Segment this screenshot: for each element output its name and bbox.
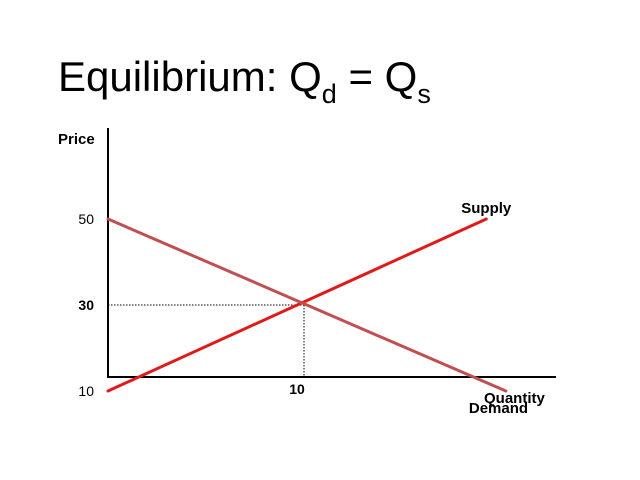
y-tick-label-50: 50 (78, 211, 94, 227)
title-subscript-s: s (417, 79, 431, 109)
y-axis-label: Price (58, 131, 95, 148)
title-mid: = Q (336, 53, 418, 100)
x-tick-label-10: 10 (289, 381, 305, 397)
title-subscript-d: d (321, 79, 337, 109)
y-tick-label-30: 30 (78, 297, 94, 313)
x-axis-label: Quantity (484, 390, 545, 407)
supply-label: Supply (461, 200, 512, 217)
title-main: Equilibrium: Q (58, 53, 322, 100)
slide-title: Equilibrium: Qd = Qs (58, 53, 431, 108)
y-tick-label-10: 10 (78, 383, 94, 399)
demand-curve (106, 217, 508, 393)
demand-label: Demand (469, 400, 528, 417)
supply-curve (106, 217, 488, 393)
